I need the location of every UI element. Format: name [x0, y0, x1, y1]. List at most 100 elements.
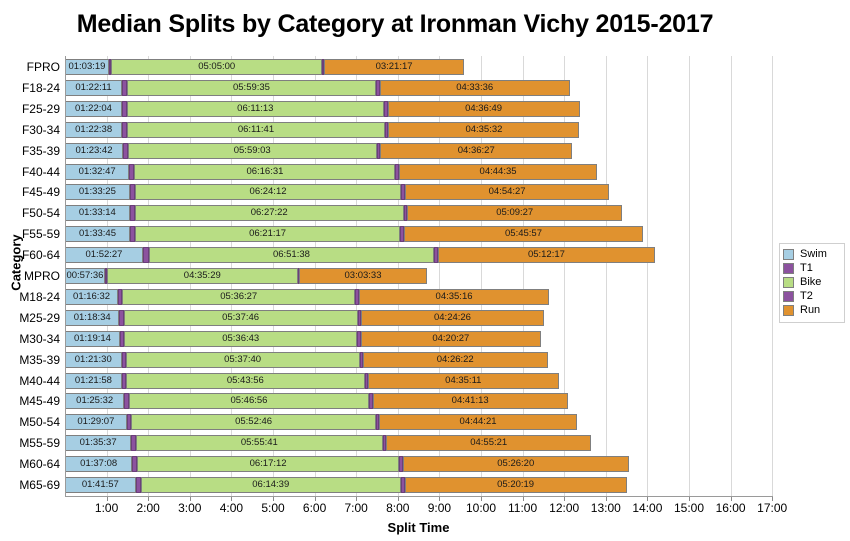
legend-item[interactable]: T2 — [783, 290, 841, 303]
segment-run[interactable]: 03:03:33 — [299, 268, 427, 284]
segment-run[interactable]: 04:44:21 — [379, 414, 577, 431]
bar-row[interactable]: M65-69 01:41:57 06:14:39 05:20:19 — [19, 477, 772, 493]
segment-run[interactable]: 04:26:22 — [362, 351, 548, 368]
segment-run[interactable]: 04:24:26 — [360, 309, 545, 326]
segment-bike[interactable]: 06:11:13 — [126, 100, 384, 117]
segment-t1[interactable] — [123, 142, 128, 159]
segment-bike[interactable]: 06:11:41 — [127, 121, 385, 138]
segment-t1[interactable] — [118, 288, 123, 305]
segment-t2[interactable] — [359, 351, 363, 368]
segment-t2[interactable] — [376, 142, 381, 159]
segment-bike[interactable]: 06:17:12 — [137, 456, 399, 473]
segment-run[interactable]: 04:54:27 — [405, 184, 610, 201]
segment-swim[interactable]: 01:03:19 — [65, 59, 109, 75]
segment-run[interactable]: 04:35:11 — [367, 372, 559, 389]
segment-t1[interactable] — [122, 121, 128, 138]
segment-swim[interactable]: 01:35:37 — [65, 435, 132, 452]
segment-t2[interactable] — [384, 100, 388, 117]
segment-bike[interactable]: 05:59:03 — [127, 142, 377, 159]
segment-bike[interactable]: 06:24:12 — [134, 184, 402, 201]
segment-t1[interactable] — [119, 330, 124, 347]
legend-item[interactable]: T1 — [783, 262, 841, 275]
segment-t1[interactable] — [124, 393, 129, 410]
segment-t2[interactable] — [395, 163, 400, 180]
legend-item[interactable]: Run — [783, 304, 841, 317]
bar-row[interactable]: F35-39 01:23:42 05:59:03 04:36:27 — [22, 142, 772, 159]
segment-swim[interactable]: 01:23:42 — [65, 142, 124, 159]
segment-t2[interactable] — [297, 268, 300, 284]
segment-swim[interactable]: 01:25:32 — [65, 393, 125, 410]
segment-t1[interactable] — [142, 247, 149, 264]
segment-run[interactable]: 04:35:16 — [358, 288, 550, 305]
bar-row[interactable]: F30-34 01:22:38 06:11:41 04:35:32 — [22, 121, 772, 138]
segment-t1[interactable] — [126, 414, 132, 431]
segment-t1[interactable] — [104, 268, 107, 284]
segment-t2[interactable] — [382, 435, 387, 452]
segment-t2[interactable] — [375, 414, 380, 431]
segment-bike[interactable]: 04:35:29 — [106, 268, 298, 284]
segment-bike[interactable]: 05:37:46 — [123, 309, 358, 326]
segment-run[interactable]: 04:35:32 — [388, 121, 580, 138]
segment-swim[interactable]: 01:33:25 — [65, 184, 130, 201]
bar-row[interactable]: F55-59 01:33:45 06:21:17 05:45:57 — [22, 226, 772, 243]
bar-row[interactable]: M60-64 01:37:08 06:17:12 05:26:20 — [19, 456, 772, 473]
segment-swim[interactable]: 01:22:04 — [65, 100, 122, 117]
segment-bike[interactable]: 05:36:27 — [122, 288, 356, 305]
segment-run[interactable]: 05:45:57 — [403, 226, 644, 243]
segment-bike[interactable]: 06:21:17 — [135, 226, 400, 243]
segment-t2[interactable] — [399, 226, 404, 243]
segment-swim[interactable]: 01:29:07 — [65, 414, 127, 431]
segment-t1[interactable] — [121, 100, 127, 117]
segment-swim[interactable]: 01:52:27 — [65, 247, 143, 264]
segment-t1[interactable] — [121, 372, 127, 389]
segment-t2[interactable] — [401, 184, 406, 201]
segment-run[interactable]: 03:21:17 — [324, 59, 464, 75]
segment-t1[interactable] — [131, 435, 137, 452]
segment-run[interactable]: 05:12:17 — [438, 247, 655, 264]
segment-bike[interactable]: 05:43:56 — [126, 372, 365, 389]
segment-run[interactable]: 05:20:19 — [404, 477, 627, 493]
segment-swim[interactable]: 01:19:14 — [65, 330, 120, 347]
segment-bike[interactable]: 05:52:46 — [131, 414, 376, 431]
segment-swim[interactable]: 01:16:32 — [65, 288, 119, 305]
segment-t2[interactable] — [376, 79, 380, 96]
segment-t1[interactable] — [121, 79, 127, 96]
segment-bike[interactable]: 05:36:43 — [123, 330, 358, 347]
segment-bike[interactable]: 05:55:41 — [136, 435, 383, 452]
bar-row[interactable]: M40-44 01:21:58 05:43:56 04:35:11 — [19, 372, 772, 389]
segment-t1[interactable] — [129, 205, 135, 222]
bar-row[interactable]: F25-29 01:22:04 06:11:13 04:36:49 — [22, 100, 772, 117]
segment-swim[interactable]: 01:22:11 — [65, 79, 122, 96]
segment-bike[interactable]: 05:46:56 — [128, 393, 370, 410]
segment-run[interactable]: 04:55:21 — [386, 435, 592, 452]
segment-run[interactable]: 04:41:13 — [372, 393, 568, 410]
segment-run[interactable]: 05:09:27 — [407, 205, 622, 222]
legend-item[interactable]: Bike — [783, 276, 841, 289]
segment-t1[interactable] — [108, 59, 111, 75]
bar-row[interactable]: F45-49 01:33:25 06:24:12 04:54:27 — [22, 184, 772, 201]
segment-t2[interactable] — [369, 393, 373, 410]
segment-run[interactable]: 04:44:35 — [399, 163, 597, 180]
segment-bike[interactable]: 05:05:00 — [110, 59, 323, 75]
segment-run[interactable]: 05:26:20 — [402, 456, 629, 473]
segment-t1[interactable] — [129, 163, 135, 180]
segment-swim[interactable]: 01:21:58 — [65, 372, 122, 389]
segment-bike[interactable]: 05:59:35 — [126, 79, 377, 96]
segment-t1[interactable] — [130, 226, 136, 243]
segment-swim[interactable]: 01:33:14 — [65, 205, 130, 222]
segment-bike[interactable]: 06:14:39 — [140, 477, 401, 493]
bar-row[interactable]: M55-59 01:35:37 05:55:41 04:55:21 — [19, 435, 772, 452]
segment-run[interactable]: 04:36:27 — [380, 142, 573, 159]
bar-row[interactable]: MPRO 00:57:36 04:35:29 03:03:33 — [24, 268, 772, 284]
segment-t1[interactable] — [121, 351, 126, 368]
bar-row[interactable]: F60-64 01:52:27 06:51:38 05:12:17 — [22, 247, 772, 264]
bar-row[interactable]: F40-44 01:32:47 06:16:31 04:44:35 — [22, 163, 772, 180]
segment-t2[interactable] — [400, 477, 405, 493]
bar-row[interactable]: M30-34 01:19:14 05:36:43 04:20:27 — [19, 330, 772, 347]
segment-bike[interactable]: 06:16:31 — [134, 163, 396, 180]
segment-swim[interactable]: 01:32:47 — [65, 163, 130, 180]
segment-t1[interactable] — [132, 456, 138, 473]
segment-t2[interactable] — [364, 372, 368, 389]
segment-swim[interactable]: 01:18:34 — [65, 309, 120, 326]
segment-bike[interactable]: 05:37:40 — [125, 351, 360, 368]
